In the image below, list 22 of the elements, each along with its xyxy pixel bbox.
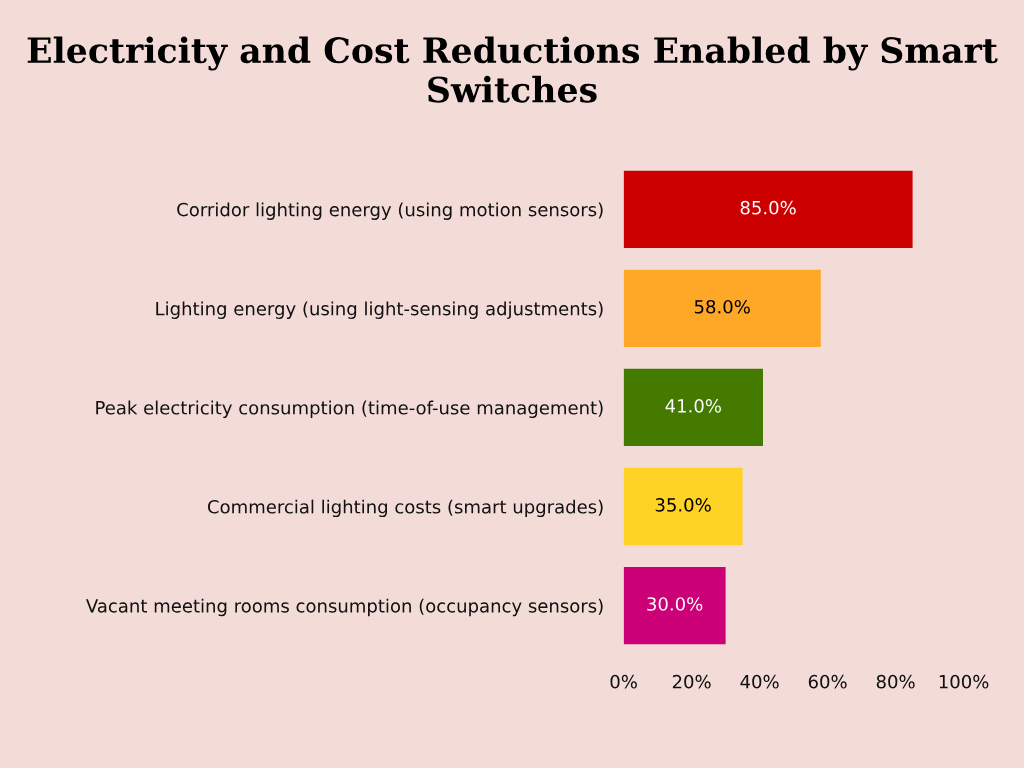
bar xyxy=(623,170,913,248)
bar xyxy=(623,467,743,546)
y-tick-label: Peak electricity consumption (time-of-use management) xyxy=(96,400,603,419)
x-tick-label: 40% xyxy=(740,674,779,689)
data-label: 58.0% xyxy=(694,299,750,314)
data-label: 30.0% xyxy=(647,597,703,611)
data-label: 41.0% xyxy=(665,399,721,413)
y-tick-label: Lighting energy (using light-sensing adjustments) xyxy=(156,301,603,319)
x-tick-label: 20% xyxy=(672,674,711,689)
x-tick-label: 80% xyxy=(876,674,915,689)
bar xyxy=(623,269,821,347)
y-tick-label: Vacant meeting rooms consumption (occupancy sensors) xyxy=(86,598,603,617)
x-tick-label: 60% xyxy=(808,674,847,689)
data-label: 85.0% xyxy=(740,200,796,215)
data-label: 35.0% xyxy=(655,498,711,512)
y-tick-label: Commercial lighting costs (smart upgrades) xyxy=(207,499,603,518)
bar xyxy=(623,566,726,645)
x-tick-label: 100% xyxy=(939,674,989,689)
x-tick-label: 0% xyxy=(610,674,637,689)
y-tick-label: Corridor lighting energy (using motion sensors) xyxy=(177,202,603,220)
bar xyxy=(623,368,763,447)
chart-title: Electricity and Cost Reductions Enabled by Smart Switches xyxy=(27,36,998,103)
